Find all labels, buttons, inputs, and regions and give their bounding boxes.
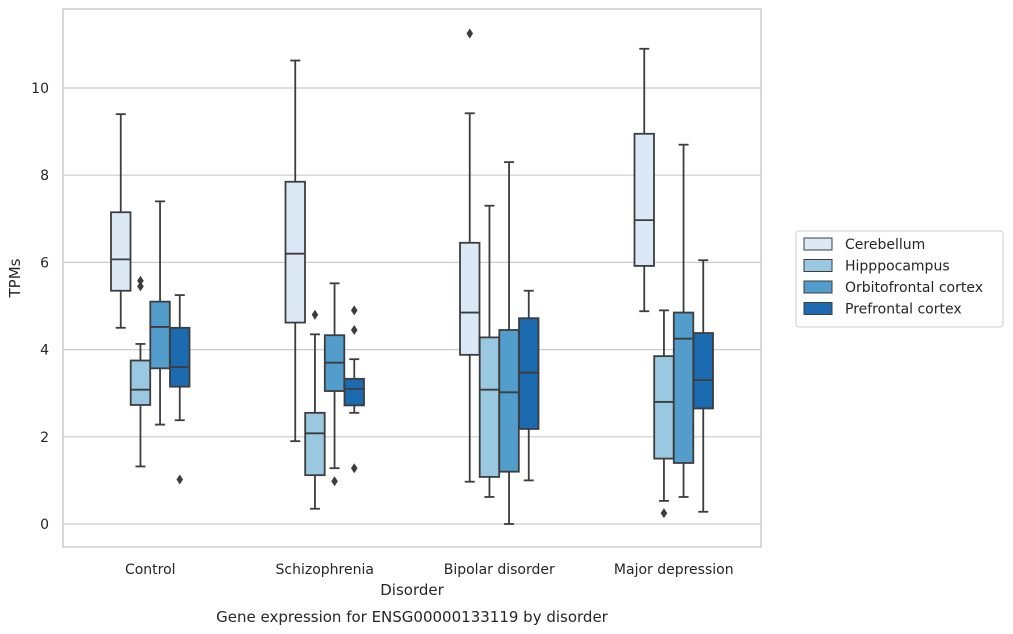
- box-body: [653, 355, 675, 460]
- box-cerebellum: [633, 47, 655, 313]
- box-hipppocampus: [653, 309, 675, 519]
- legend-label: Prefrontal cortex: [845, 302, 962, 318]
- outlier-point: [311, 309, 319, 320]
- y-tick-label: 4: [40, 343, 49, 359]
- legend-swatch: [803, 280, 833, 294]
- y-tick-label: 8: [40, 168, 49, 184]
- box-orbitofrontal-cortex: [672, 143, 695, 498]
- legend-item: Cerebellum: [803, 237, 925, 253]
- box-body: [343, 377, 365, 407]
- box-hipppocampus: [478, 204, 501, 498]
- outlier-point: [137, 275, 144, 286]
- x-tick-label: Control: [125, 562, 176, 578]
- legend-label: Hipppocampus: [845, 259, 950, 275]
- box-orbitofrontal-cortex: [149, 200, 171, 426]
- legend: Cerebellum Hipppocampus Orbitofrontal cort…: [795, 230, 1004, 328]
- box-body: [110, 211, 132, 292]
- outlier-point: [350, 324, 358, 335]
- box-cerebellum: [110, 113, 132, 329]
- x-tick-label: Major depression: [614, 562, 734, 578]
- y-axis-label: TPMs: [6, 258, 24, 298]
- x-tick-labels: Control Schizophrenia Bipolar disorder Majo…: [125, 562, 734, 578]
- outlier-point: [137, 281, 144, 292]
- legend-swatch: [803, 259, 833, 272]
- y-tick-labels: 0 2 4 6 8 10: [31, 81, 49, 533]
- y-tick-label: 6: [40, 255, 49, 271]
- x-tick-label: Schizophrenia: [276, 562, 374, 578]
- outlier-point: [466, 28, 474, 39]
- box-cerebellum: [459, 28, 481, 483]
- x-tick-label: Bipolar disorder: [444, 562, 555, 578]
- legend-item: Orbitofrontal cortex: [803, 280, 983, 296]
- box-prefrontal-cortex: [692, 259, 714, 513]
- y-tick-label: 2: [40, 430, 49, 446]
- chart-title: Gene expression for ENSG00000133119 by d…: [216, 608, 609, 626]
- legend-swatch: [803, 302, 833, 315]
- box-body: [304, 411, 326, 477]
- box-cerebellum: [284, 59, 306, 443]
- legend-item: Prefrontal cortex: [803, 302, 962, 318]
- outlier-point: [331, 476, 338, 487]
- legend-item: Hipppocampus: [803, 259, 950, 275]
- outlier-point: [350, 305, 358, 316]
- box-hipppocampus: [129, 275, 152, 468]
- box-prefrontal-cortex: [518, 289, 540, 482]
- box-body: [633, 132, 655, 267]
- box-body: [149, 300, 171, 370]
- box-body: [672, 311, 695, 464]
- box-body: [169, 326, 191, 388]
- box-hipppocampus: [304, 309, 326, 510]
- y-tick-label: 10: [31, 81, 49, 97]
- plot-frame: [62, 8, 762, 548]
- y-tick-label: 0: [40, 517, 49, 533]
- box-prefrontal-cortex: [343, 305, 365, 474]
- box-body: [284, 180, 306, 324]
- outlier-point: [176, 474, 184, 485]
- box-body: [459, 241, 481, 356]
- box-body: [478, 336, 501, 478]
- box-orbitofrontal-cortex: [323, 282, 346, 487]
- outlier-point: [660, 508, 668, 519]
- plot-area-boxes: [110, 28, 714, 525]
- legend-label: Cerebellum: [845, 237, 925, 253]
- x-axis-label: Disorder: [380, 581, 444, 599]
- box-body: [692, 332, 714, 410]
- box-body: [498, 329, 520, 473]
- box-orbitofrontal-cortex: [498, 161, 520, 525]
- box-body: [129, 359, 152, 406]
- legend-frame: [795, 230, 1004, 328]
- box-prefrontal-cortex: [169, 294, 191, 485]
- legend-label: Orbitofrontal cortex: [845, 280, 983, 296]
- outlier-point: [350, 463, 358, 474]
- legend-swatch: [803, 237, 833, 251]
